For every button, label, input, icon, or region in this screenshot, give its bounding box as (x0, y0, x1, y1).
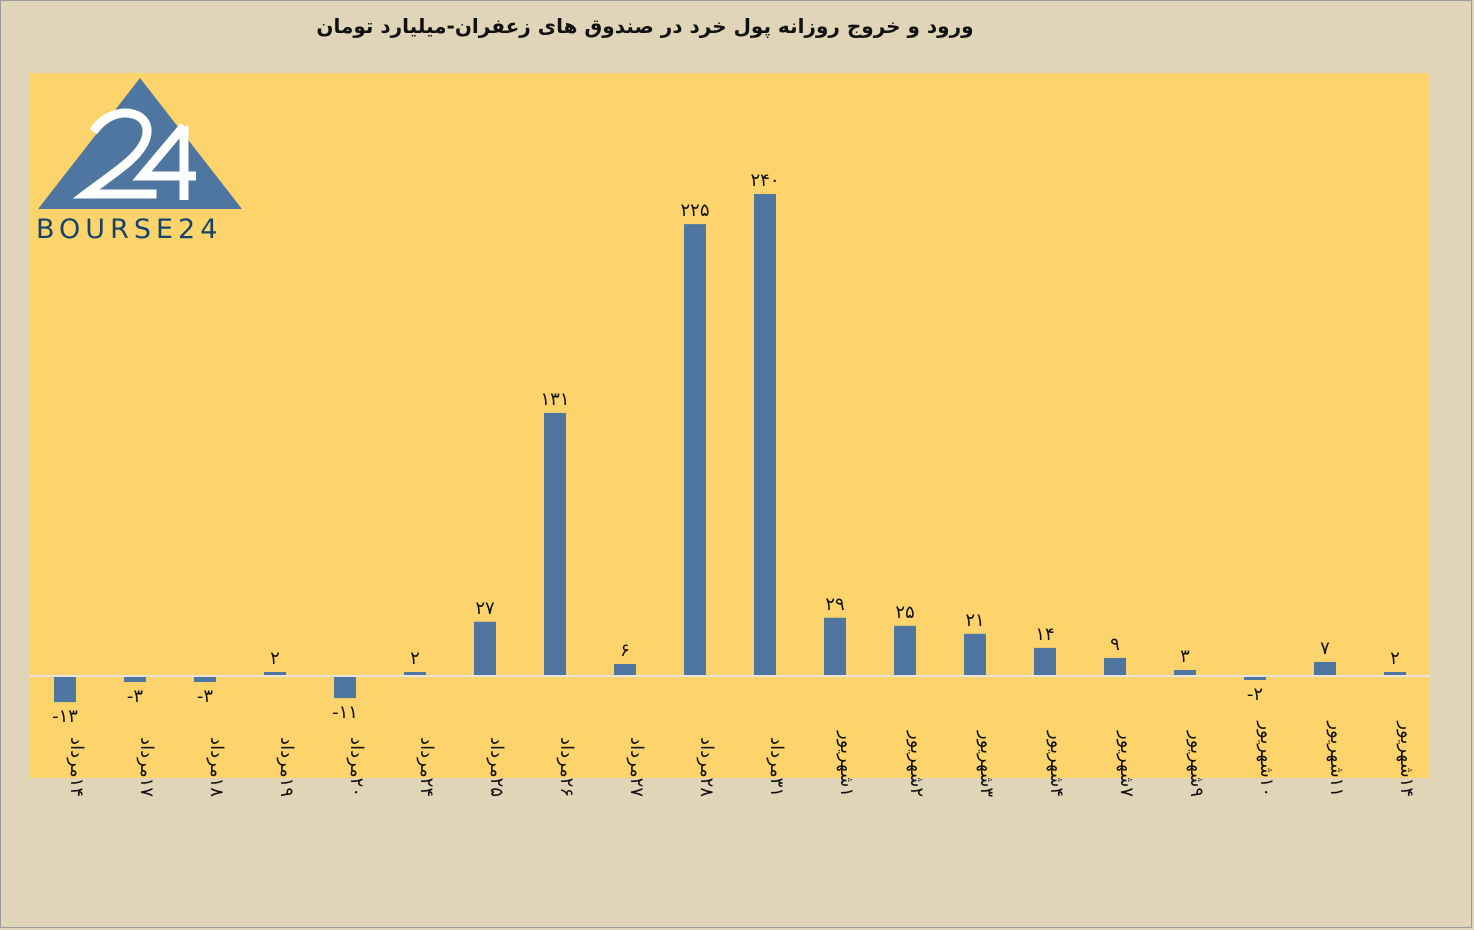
data-label: -۳ (197, 686, 213, 707)
data-label: -۲ (1247, 684, 1263, 705)
bar (474, 621, 496, 676)
data-label: ۲۵ (895, 602, 914, 623)
x-tick-label: ۱۴مرداد (66, 737, 87, 797)
x-tick-label: ۱۷مرداد (136, 737, 157, 797)
bar (1384, 671, 1406, 676)
data-label: -۱۱ (332, 702, 358, 723)
bar (334, 676, 356, 699)
bar (1104, 657, 1126, 676)
x-tick-label: ۱۴شهریور (1396, 720, 1417, 797)
bourse24-logo (38, 78, 242, 209)
x-tick-label: ۲۴مرداد (416, 737, 437, 797)
x-tick-label: ۱۸مرداد (206, 737, 227, 797)
bar (1314, 661, 1336, 676)
data-label: ۶ (620, 640, 630, 661)
bar (194, 676, 216, 683)
x-tick-label: ۱۱شهریور (1326, 720, 1347, 797)
bar (614, 663, 636, 676)
data-label: ۷ (1320, 638, 1330, 659)
x-tick-label: ۲۵مرداد (486, 737, 507, 797)
bar (54, 676, 76, 703)
x-tick-label: ۳شهریور (976, 730, 997, 797)
bar (754, 194, 776, 676)
data-label: ۲ (270, 648, 280, 669)
data-label: ۹ (1110, 634, 1120, 655)
bar (1034, 647, 1056, 676)
data-label: ۲ (410, 648, 420, 669)
x-tick-label: ۲۷مرداد (626, 737, 647, 797)
x-tick-label: ۱۹مرداد (276, 737, 297, 797)
chart-title: ورود و خروج روزانه پول خرد در صندوق های … (316, 14, 974, 38)
bar (124, 676, 146, 683)
data-label: ۲۴۰ (750, 170, 779, 191)
data-label: ۲۷ (475, 598, 495, 619)
x-tick-label: ۲شهریور (906, 730, 927, 797)
x-tick-label: ۹شهریور (1186, 730, 1207, 797)
data-label: ۱۴ (1035, 624, 1054, 645)
data-label: ۳ (1180, 646, 1190, 667)
data-label: ۲ (1390, 648, 1400, 669)
bar (1174, 669, 1196, 676)
x-tick-label: ۲۶مرداد (556, 737, 577, 797)
x-tick-label: ۳۱مرداد (766, 737, 787, 797)
x-tick-label: ۲۰مرداد (346, 737, 367, 797)
plot-area (30, 73, 1430, 778)
x-tick-label: ۷شهریور (1116, 730, 1137, 797)
bar (544, 412, 566, 676)
bar (684, 224, 706, 676)
bar (1244, 676, 1266, 681)
data-label: ۲۲۵ (680, 200, 709, 221)
x-tick-label: ۱۰شهریور (1256, 720, 1277, 797)
bar (894, 625, 916, 676)
logo-text: BOURSE24 (36, 214, 223, 245)
data-label: -۳ (127, 686, 143, 707)
x-tick-label: ۲۸مرداد (696, 737, 717, 797)
bar (824, 617, 846, 676)
x-tick-label: ۱شهریور (836, 730, 857, 797)
x-tick-label: ۴شهریور (1046, 730, 1067, 797)
data-label: ۲۱ (965, 610, 984, 631)
data-label: ۲۹ (825, 594, 844, 615)
bar (964, 633, 986, 676)
data-label: ۱۳۱ (540, 389, 569, 410)
bar (404, 671, 426, 676)
bar (264, 671, 286, 676)
data-label: -۱۳ (52, 706, 78, 727)
